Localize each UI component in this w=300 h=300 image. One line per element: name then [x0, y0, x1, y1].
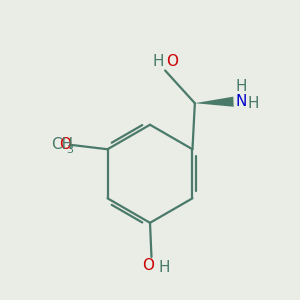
- Text: 3: 3: [66, 145, 73, 154]
- Text: H: H: [159, 260, 170, 275]
- Text: O: O: [166, 54, 178, 69]
- Text: H: H: [248, 96, 259, 111]
- Polygon shape: [195, 97, 234, 107]
- Text: H: H: [236, 79, 248, 94]
- Text: H: H: [152, 54, 164, 69]
- Text: O: O: [142, 259, 154, 274]
- Text: N: N: [236, 94, 247, 109]
- Text: CH: CH: [51, 137, 73, 152]
- Text: O: O: [59, 137, 71, 152]
